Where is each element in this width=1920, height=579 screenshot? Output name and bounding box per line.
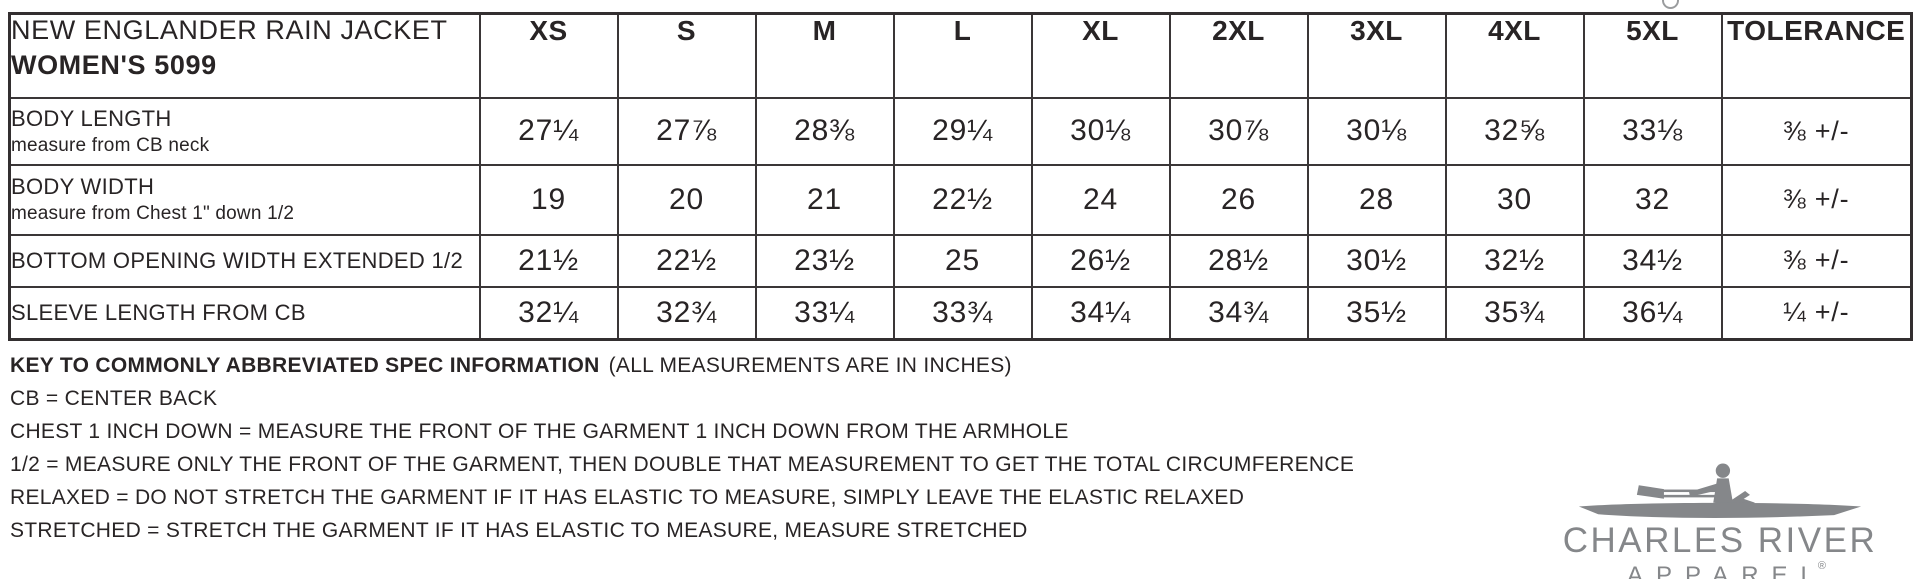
product-style-number: WOMEN'S 5099 xyxy=(11,50,217,80)
value-cell: 26½ xyxy=(1030,233,1171,288)
tolerance-header: TOLERANCE xyxy=(1720,12,1913,99)
size-header-l: L xyxy=(892,12,1033,99)
tolerance-cell: ⅜ +/- xyxy=(1720,163,1913,236)
tolerance-cell: ⅜ +/- xyxy=(1720,233,1913,288)
value-cell: 32⅝ xyxy=(1444,96,1585,166)
value-cell: 28½ xyxy=(1168,233,1309,288)
value-cell: 32¾ xyxy=(616,285,757,341)
tolerance-cell: ⅜ +/- xyxy=(1720,96,1913,166)
registered-trademark-symbol: ® xyxy=(1817,559,1827,572)
value-cell: 34¾ xyxy=(1168,285,1309,341)
key-line-half: 1/2 = MEASURE ONLY THE FRONT OF THE GARM… xyxy=(10,453,1355,476)
measurement-label-cell: BOTTOM OPENING WIDTH EXTENDED 1/2 xyxy=(8,233,481,288)
value-cell: 32 xyxy=(1582,163,1723,236)
table-row-body-width: BODY WIDTH measure from Chest 1" down 1/… xyxy=(8,163,1913,236)
product-name: NEW ENGLANDER RAIN JACKET xyxy=(11,15,448,45)
value-cell: 22½ xyxy=(616,233,757,288)
value-cell: 34¼ xyxy=(1030,285,1171,341)
cropped-logo-remnant xyxy=(1662,0,1679,9)
key-heading-note: (ALL MEASUREMENTS ARE IN INCHES) xyxy=(608,354,1012,377)
logo-wordmark-line2: APPAREL® xyxy=(1626,559,1827,579)
value-cell: 25 xyxy=(892,233,1033,288)
value-cell: 33¾ xyxy=(892,285,1033,341)
value-cell: 34½ xyxy=(1582,233,1723,288)
value-cell: 36¼ xyxy=(1582,285,1723,341)
value-cell: 28 xyxy=(1306,163,1447,236)
measurement-label: BOTTOM OPENING WIDTH EXTENDED 1/2 xyxy=(11,247,463,273)
measurement-sublabel: measure from CB neck xyxy=(11,134,210,156)
tolerance-cell: ¼ +/- xyxy=(1720,285,1913,341)
size-header-2xl: 2XL xyxy=(1168,12,1309,99)
value-cell: 24 xyxy=(1030,163,1171,236)
measurement-label: BODY WIDTH xyxy=(11,174,155,199)
value-cell: 30⅛ xyxy=(1306,96,1447,166)
value-cell: 35¾ xyxy=(1444,285,1585,341)
size-spec-table: NEW ENGLANDER RAIN JACKET WOMEN'S 5099 X… xyxy=(8,12,1913,341)
measurement-label-cell: BODY WIDTH measure from Chest 1" down 1/… xyxy=(8,163,481,236)
table-row-bottom-opening: BOTTOM OPENING WIDTH EXTENDED 1/2 21½ 22… xyxy=(8,233,1913,288)
rower-icon xyxy=(1578,463,1862,518)
value-cell: 20 xyxy=(616,163,757,236)
logo-wordmark-line1: CHARLES RIVER xyxy=(1562,521,1878,560)
value-cell: 22½ xyxy=(892,163,1033,236)
key-line-chest: CHEST 1 INCH DOWN = MEASURE THE FRONT OF… xyxy=(10,420,1069,443)
key-line-relaxed: RELAXED = DO NOT STRETCH THE GARMENT IF … xyxy=(10,486,1245,509)
size-header-xs: XS xyxy=(478,12,619,99)
value-cell: 28⅜ xyxy=(754,96,895,166)
measurement-sublabel: measure from Chest 1" down 1/2 xyxy=(11,203,295,224)
value-cell: 21½ xyxy=(478,233,619,288)
measurement-label: SLEEVE LENGTH FROM CB xyxy=(11,299,306,325)
size-header-m: M xyxy=(754,12,895,99)
key-heading-bold: KEY TO COMMONLY ABBREVIATED SPEC INFORMA… xyxy=(10,354,600,377)
size-header-xl: XL xyxy=(1030,12,1171,99)
value-cell: 21 xyxy=(754,163,895,236)
value-cell: 30⅞ xyxy=(1168,96,1309,166)
value-cell: 19 xyxy=(478,163,619,236)
size-header-5xl: 5XL xyxy=(1582,12,1723,99)
value-cell: 30 xyxy=(1444,163,1585,236)
key-line-cb: CB = CENTER BACK xyxy=(10,387,218,410)
table-row-body-length: BODY LENGTH measure from CB neck 27¼ 27⅞… xyxy=(8,96,1913,166)
header-row: NEW ENGLANDER RAIN JACKET WOMEN'S 5099 X… xyxy=(8,12,1913,99)
charles-river-apparel-logo: CHARLES RIVER APPAREL® xyxy=(1562,460,1878,579)
table-row-sleeve-length: SLEEVE LENGTH FROM CB 32¼ 32¾ 33¼ 33¾ 34… xyxy=(8,285,1913,341)
value-cell: 26 xyxy=(1168,163,1309,236)
value-cell: 30½ xyxy=(1306,233,1447,288)
value-cell: 29¼ xyxy=(892,96,1033,166)
measurement-label-cell: SLEEVE LENGTH FROM CB xyxy=(8,285,481,341)
value-cell: 27¼ xyxy=(478,96,619,166)
value-cell: 30⅛ xyxy=(1030,96,1171,166)
measurement-label-cell: BODY LENGTH measure from CB neck xyxy=(8,96,481,166)
value-cell: 32¼ xyxy=(478,285,619,341)
value-cell: 33¼ xyxy=(754,285,895,341)
product-title-cell: NEW ENGLANDER RAIN JACKET WOMEN'S 5099 xyxy=(8,12,481,99)
value-cell: 33⅛ xyxy=(1582,96,1723,166)
spec-key-section: KEY TO COMMONLY ABBREVIATED SPEC INFORMA… xyxy=(10,349,1354,547)
value-cell: 23½ xyxy=(754,233,895,288)
size-header-s: S xyxy=(616,12,757,99)
size-header-3xl: 3XL xyxy=(1306,12,1447,99)
measurement-label: BODY LENGTH xyxy=(11,105,172,131)
value-cell: 35½ xyxy=(1306,285,1447,341)
key-line-stretched: STRETCHED = STRETCH THE GARMENT IF IT HA… xyxy=(10,519,1028,542)
key-heading: KEY TO COMMONLY ABBREVIATED SPEC INFORMA… xyxy=(10,349,1354,382)
size-header-4xl: 4XL xyxy=(1444,12,1585,99)
value-cell: 32½ xyxy=(1444,233,1585,288)
value-cell: 27⅞ xyxy=(616,96,757,166)
